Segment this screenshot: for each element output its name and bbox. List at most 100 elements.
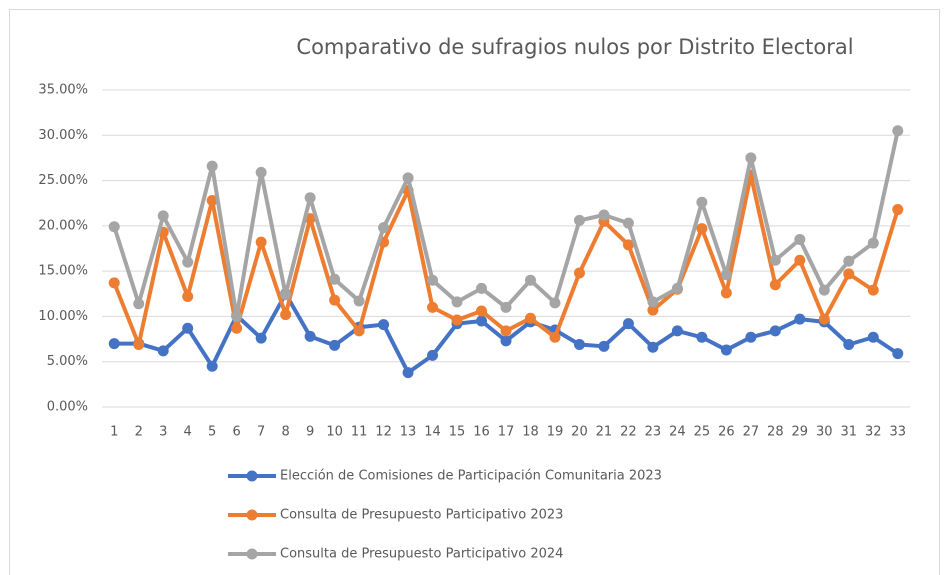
data-point: [549, 331, 561, 343]
data-point: [378, 319, 390, 331]
x-tick-label: 20: [571, 425, 588, 440]
data-point: [867, 331, 879, 343]
data-point: [280, 309, 292, 321]
y-tick-label: 20.00%: [38, 218, 88, 233]
data-point: [647, 296, 659, 308]
data-point: [304, 330, 316, 342]
data-point: [573, 339, 585, 351]
data-point: [108, 221, 120, 233]
data-point: [549, 297, 561, 309]
data-point: [769, 254, 781, 266]
y-tick-label: 5.00%: [47, 354, 88, 369]
data-point: [182, 322, 194, 334]
data-point: [500, 335, 512, 347]
data-point: [794, 233, 806, 245]
data-point: [500, 301, 512, 313]
data-point: [720, 344, 732, 356]
data-point: [427, 349, 439, 361]
x-tick-label: 10: [326, 425, 343, 440]
data-point: [892, 348, 904, 360]
data-point: [720, 287, 732, 299]
data-point: [524, 312, 536, 324]
y-tick-label: 25.00%: [38, 173, 88, 188]
legend-label: Consulta de Presupuesto Participativo 20…: [280, 508, 563, 523]
data-point: [255, 332, 267, 344]
data-point: [133, 339, 145, 351]
data-point: [231, 310, 243, 322]
data-point: [573, 214, 585, 226]
data-point: [843, 268, 855, 280]
data-point: [769, 279, 781, 291]
data-point: [622, 318, 634, 330]
x-tick-label: 15: [449, 425, 466, 440]
data-point: [402, 172, 414, 184]
x-tick-label: 26: [718, 425, 735, 440]
x-tick-label: 28: [767, 425, 784, 440]
x-tick-label: 1: [110, 425, 118, 440]
x-tick-label: 27: [743, 425, 760, 440]
legend-marker: [246, 470, 258, 482]
data-point: [157, 210, 169, 222]
data-point: [818, 313, 830, 325]
legend-label: Elección de Comisiones de Participación …: [280, 469, 662, 484]
data-point: [745, 331, 757, 343]
x-tick-label: 12: [375, 425, 392, 440]
data-point: [647, 341, 659, 353]
x-tick-label: 8: [281, 425, 289, 440]
data-point: [353, 325, 365, 337]
data-point: [255, 236, 267, 248]
data-point: [108, 338, 120, 350]
data-point: [818, 284, 830, 296]
x-tick-label: 13: [400, 425, 417, 440]
data-point: [696, 331, 708, 343]
chart-title: Comparativo de sufragios nulos por Distr…: [296, 35, 853, 59]
data-point: [647, 304, 659, 316]
data-point: [867, 284, 879, 296]
legend-marker: [246, 509, 258, 521]
data-point: [867, 237, 879, 249]
data-point: [280, 289, 292, 301]
data-point: [329, 339, 341, 351]
data-point: [206, 194, 218, 206]
data-point: [622, 217, 634, 229]
x-tick-label: 33: [889, 425, 906, 440]
data-point: [769, 325, 781, 337]
x-tick-label: 32: [865, 425, 882, 440]
data-point: [329, 273, 341, 285]
data-point: [182, 291, 194, 303]
x-tick-label: 5: [208, 425, 216, 440]
x-tick-label: 11: [351, 425, 368, 440]
data-point: [843, 339, 855, 351]
x-tick-label: 14: [424, 425, 441, 440]
data-point: [255, 166, 267, 178]
x-tick-label: 18: [522, 425, 539, 440]
data-point: [598, 340, 610, 352]
x-tick-label: 30: [816, 425, 833, 440]
data-point: [720, 269, 732, 281]
x-tick-label: 16: [473, 425, 490, 440]
x-tick-label: 23: [645, 425, 662, 440]
data-point: [794, 313, 806, 325]
data-point: [476, 315, 488, 327]
x-tick-label: 21: [596, 425, 613, 440]
x-tick-label: 9: [306, 425, 314, 440]
data-point: [451, 296, 463, 308]
y-tick-label: 10.00%: [38, 309, 88, 324]
x-tick-label: 4: [184, 425, 192, 440]
data-point: [378, 222, 390, 234]
y-tick-label: 15.00%: [38, 264, 88, 279]
x-tick-label: 31: [841, 425, 858, 440]
data-point: [622, 239, 634, 251]
y-tick-label: 0.00%: [47, 400, 88, 415]
data-point: [696, 196, 708, 208]
data-point: [892, 125, 904, 137]
data-point: [745, 152, 757, 164]
data-point: [427, 301, 439, 313]
x-tick-label: 29: [792, 425, 809, 440]
legend-label: Consulta de Presupuesto Participativo 20…: [280, 547, 563, 562]
data-point: [696, 223, 708, 235]
x-tick-label: 2: [135, 425, 143, 440]
x-tick-label: 3: [159, 425, 167, 440]
x-tick-label: 25: [694, 425, 711, 440]
